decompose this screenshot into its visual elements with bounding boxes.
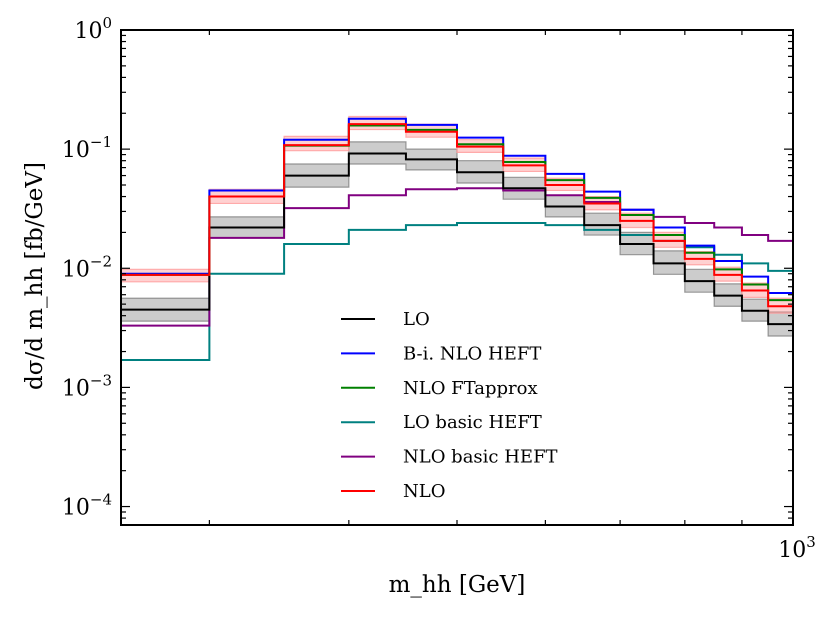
y-tick-label: 10−3: [62, 371, 112, 401]
legend-label-lo: LO: [403, 309, 430, 330]
axis-ticks: [121, 29, 794, 526]
legend-label-nlo-basic-heft: NLO basic HEFT: [403, 447, 558, 468]
y-tick-labels: 100 10−1 10−2 10−3 10−4: [62, 14, 112, 521]
y-tick-label: 10−1: [62, 133, 112, 163]
y-tick-label: 10−4: [62, 491, 112, 521]
y-axis-title: dσ/d m_hh [fb/GeV]: [22, 162, 48, 390]
legend-label-lo-basic-heft: LO basic HEFT: [403, 412, 542, 433]
series-line-nlo-basic-heft: [121, 187, 793, 327]
legend-label-nlo-ftapprox: NLO FTapprox: [403, 378, 538, 399]
series-line-nlo: [121, 123, 794, 367]
legend-label-b-i-nlo-heft: B-i. NLO HEFT: [403, 343, 541, 364]
x-tick-labels: 103: [778, 533, 816, 563]
series-line-lo: [121, 152, 794, 383]
series-lines: [121, 117, 794, 383]
y-tick-label: 100: [74, 14, 112, 44]
y-tick-label: 10−2: [62, 252, 112, 282]
legend: LO B-i. NLO HEFT NLO FTapprox LO basic HEFT…: [341, 309, 558, 502]
x-tick-label: 103: [778, 533, 816, 563]
legend-label-nlo: NLO: [403, 481, 445, 502]
x-axis-title: m_hh [GeV]: [389, 572, 526, 598]
